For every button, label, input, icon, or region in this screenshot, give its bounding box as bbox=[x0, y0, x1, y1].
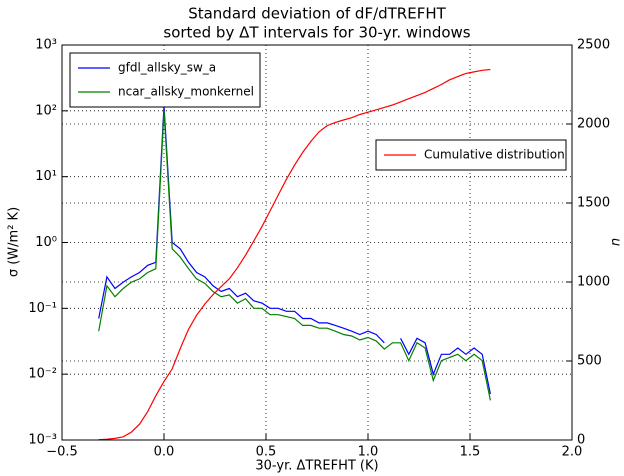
y-tick-label: 10⁰ bbox=[35, 235, 57, 250]
x-tick-label: 2.0 bbox=[562, 445, 583, 460]
y2-tick-label: 2500 bbox=[577, 38, 610, 53]
y-axis-label: σ (W/m² K) bbox=[7, 207, 22, 277]
chart-title: Standard deviation of dF/dTREFHT bbox=[188, 5, 446, 23]
x-tick-label: 1.0 bbox=[358, 445, 379, 460]
legend-label: gfdl_allsky_sw_a bbox=[118, 61, 216, 75]
legend-label: Cumulative distribution bbox=[424, 148, 565, 162]
x-tick-label: −0.5 bbox=[46, 445, 78, 460]
y-tick-label: 10⁻² bbox=[28, 367, 57, 382]
legend-box bbox=[69, 52, 261, 108]
y2-axis-label: n bbox=[609, 238, 624, 246]
y2-tick-label: 500 bbox=[577, 354, 602, 369]
plot-frame bbox=[61, 44, 573, 441]
y2-tick-label: 2000 bbox=[577, 117, 610, 132]
y-tick-label: 10⁻¹ bbox=[28, 301, 57, 316]
x-tick-label: 0.0 bbox=[154, 445, 175, 460]
x-tick-label: 1.5 bbox=[460, 445, 481, 460]
x-axis-label: 30-yr. ΔTREFHT (K) bbox=[255, 459, 378, 474]
series-line bbox=[98, 110, 491, 401]
y2-tick-label: 1500 bbox=[577, 196, 610, 211]
y2-tick-label: 1000 bbox=[577, 275, 610, 290]
x-tick-label: 0.5 bbox=[256, 445, 277, 460]
y-tick-label: 10⁻³ bbox=[28, 433, 57, 448]
y2-tick-label: 0 bbox=[577, 433, 585, 448]
y-tick-label: 10³ bbox=[35, 38, 57, 53]
legend-label: ncar_allsky_monkernel bbox=[118, 85, 254, 99]
chart-subtitle: sorted by ΔT intervals for 30-yr. window… bbox=[163, 24, 470, 42]
y-tick-label: 10² bbox=[35, 103, 57, 118]
y-tick-label: 10¹ bbox=[35, 169, 57, 184]
series-line bbox=[98, 68, 491, 441]
series-line bbox=[98, 105, 491, 395]
